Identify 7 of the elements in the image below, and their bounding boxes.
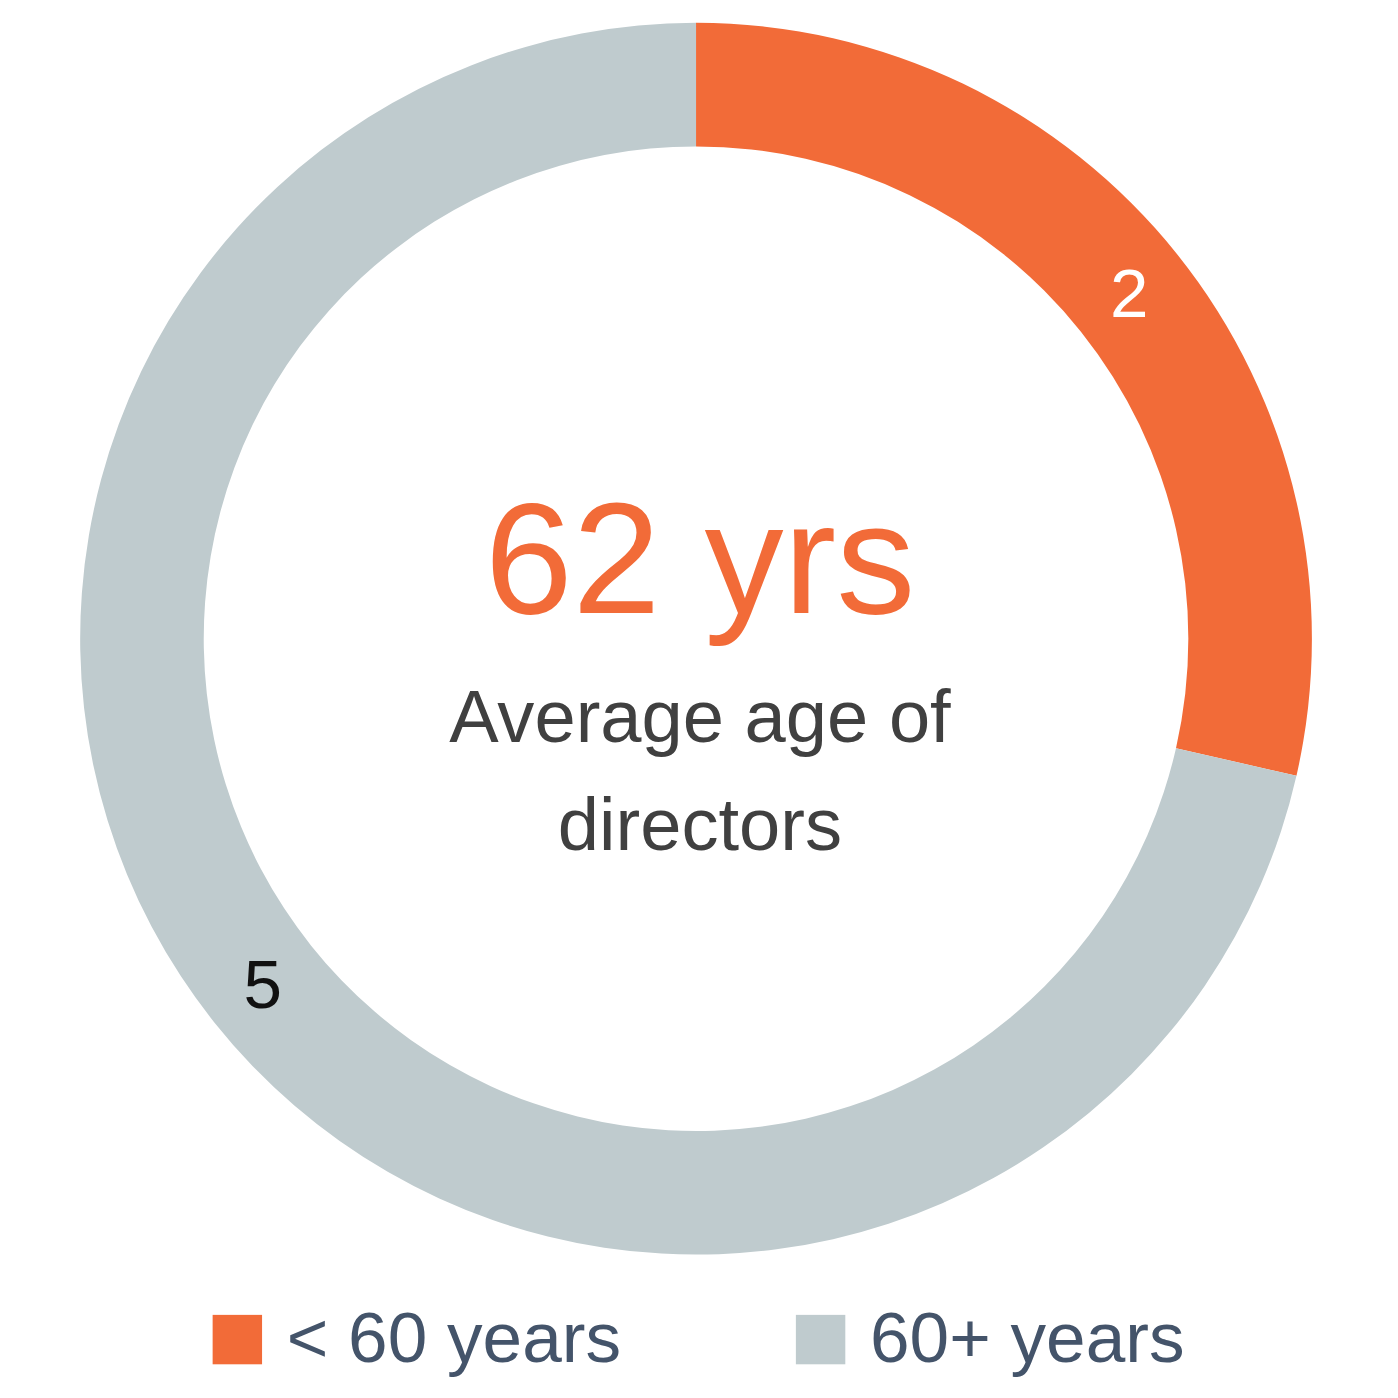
legend-label: 60+ years — [870, 1298, 1185, 1378]
donut-slice — [80, 22, 1297, 1254]
text: 62 yrs — [484, 470, 916, 647]
text: Average age of directors — [449, 674, 952, 867]
data-label: 2 — [1109, 254, 1149, 333]
data-label: 5 — [243, 945, 283, 1024]
legend-label: < 60 years — [286, 1298, 622, 1378]
